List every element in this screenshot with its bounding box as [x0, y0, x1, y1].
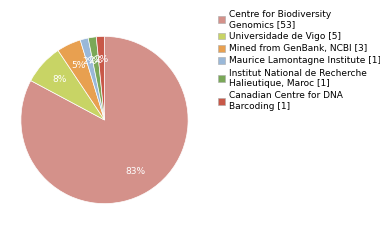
Wedge shape [88, 37, 105, 120]
Legend: Centre for Biodiversity
Genomics [53], Universidade de Vigo [5], Mined from GenB: Centre for Biodiversity Genomics [53], U… [218, 10, 380, 111]
Wedge shape [80, 38, 104, 120]
Wedge shape [96, 36, 104, 120]
Text: 2%: 2% [89, 56, 103, 65]
Text: 8%: 8% [53, 75, 67, 84]
Wedge shape [58, 40, 104, 120]
Wedge shape [31, 50, 104, 120]
Text: 83%: 83% [125, 167, 146, 176]
Text: 2%: 2% [83, 57, 97, 66]
Text: 2%: 2% [94, 55, 109, 64]
Wedge shape [21, 36, 188, 204]
Text: 5%: 5% [71, 61, 86, 70]
